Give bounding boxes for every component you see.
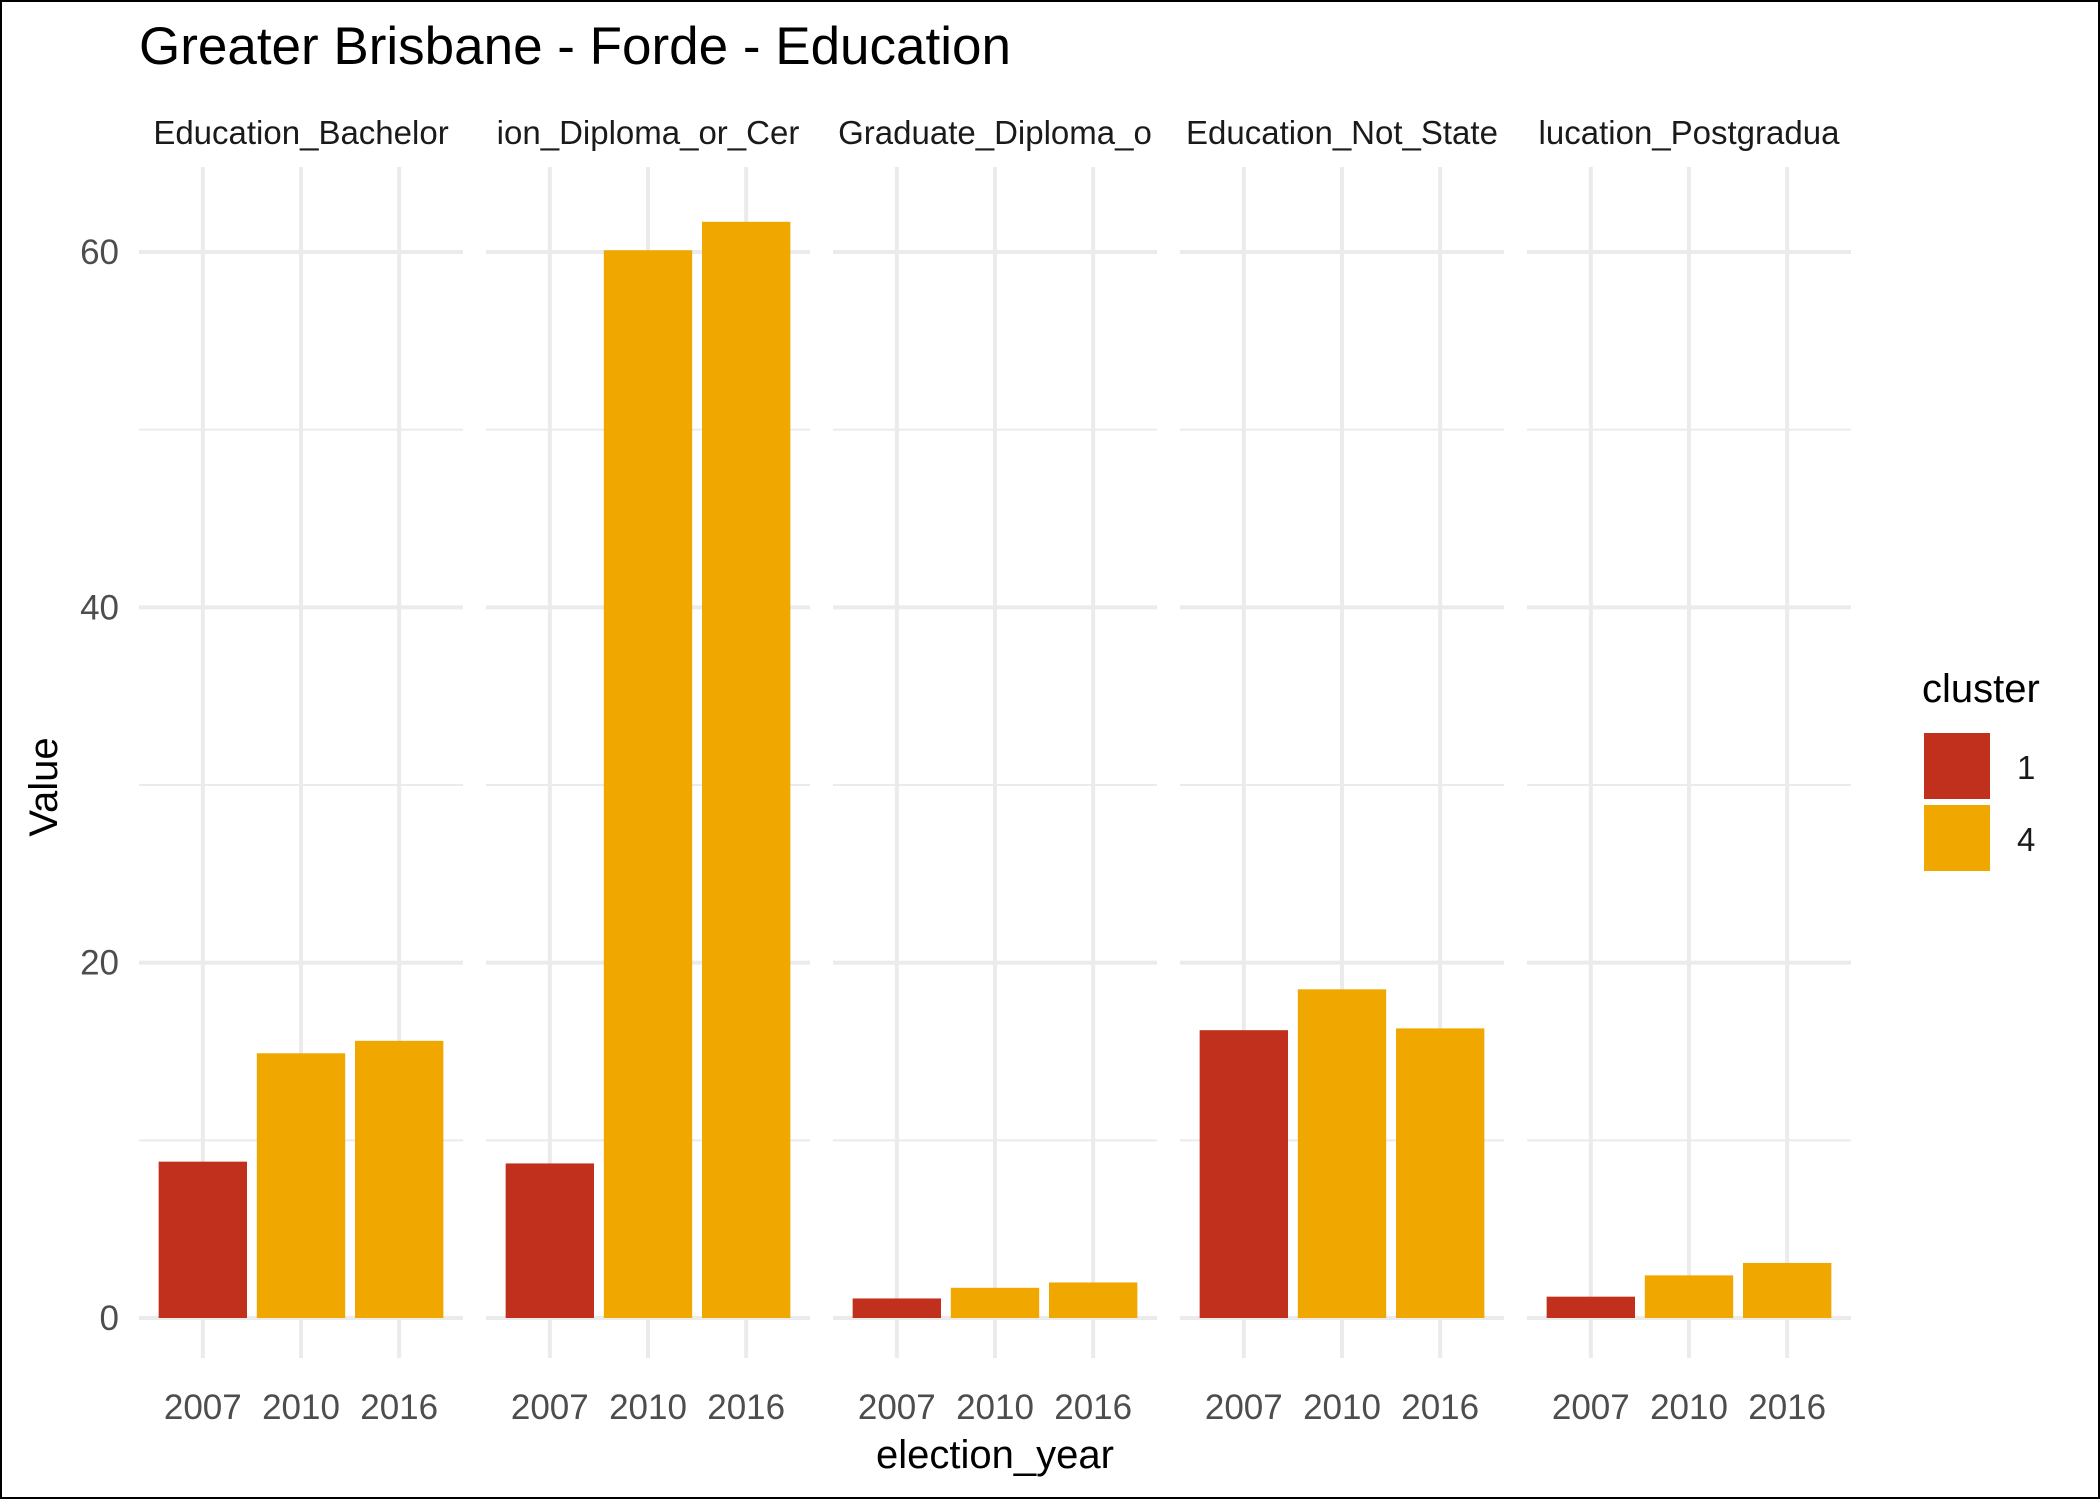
x-tick-label: 2016	[1748, 1388, 1826, 1427]
x-tick-label: 2007	[1205, 1388, 1283, 1427]
bar-3-2010	[950, 1287, 1040, 1318]
strip-label: Education_Bachelor	[153, 114, 448, 151]
y-tick-label: 0	[100, 1299, 119, 1338]
bar-3-2007	[852, 1298, 941, 1318]
chart-title: Greater Brisbane - Forde - Education	[139, 17, 1011, 76]
bar-4-2007	[1199, 1030, 1288, 1318]
x-tick-label: 2010	[956, 1388, 1034, 1427]
bar-2-2010	[603, 250, 693, 1318]
x-tick-label: 2007	[164, 1388, 242, 1427]
strip-label: Education_Not_State	[1186, 114, 1498, 151]
x-tick-label: 2016	[1054, 1388, 1132, 1427]
x-tick-label: 2007	[511, 1388, 589, 1427]
legend-label: 1	[2017, 749, 2035, 786]
x-tick-label: 2016	[360, 1388, 438, 1427]
bar-3-2016	[1049, 1282, 1138, 1318]
x-tick-label: 2010	[262, 1388, 340, 1427]
bar-1-2010	[256, 1053, 346, 1318]
bar-4-2010	[1297, 989, 1387, 1318]
y-axis-title: Value	[22, 737, 66, 836]
y-tick-label: 40	[80, 588, 119, 627]
x-tick-label: 2010	[1303, 1388, 1381, 1427]
bar-5-2016	[1743, 1262, 1832, 1318]
bar-2-2007	[505, 1163, 594, 1318]
strip-label: Graduate_Diploma_o	[838, 114, 1152, 151]
strip-label: ion_Diploma_or_Cer	[497, 114, 800, 151]
bar-4-2016	[1396, 1028, 1485, 1318]
x-tick-label: 2010	[1650, 1388, 1728, 1427]
bar-1-2007	[158, 1161, 247, 1318]
x-tick-label: 2016	[1401, 1388, 1479, 1427]
legend-key-4	[1924, 805, 1990, 871]
y-tick-label: 20	[80, 944, 119, 983]
bar-5-2007	[1546, 1296, 1635, 1318]
x-axis-title: election_year	[876, 1433, 1114, 1477]
x-tick-label: 2007	[858, 1388, 936, 1427]
x-tick-label: 2010	[609, 1388, 687, 1427]
bar-5-2010	[1644, 1275, 1734, 1318]
bar-2-2016	[702, 221, 791, 1319]
y-tick-label: 60	[80, 233, 119, 272]
bar-1-2016	[355, 1040, 444, 1318]
x-tick-label: 2007	[1552, 1388, 1630, 1427]
legend-label: 4	[2017, 821, 2035, 858]
x-tick-label: 2016	[707, 1388, 785, 1427]
legend-title: cluster	[1922, 667, 2040, 711]
strip-label: lucation_Postgradua	[1539, 114, 1841, 151]
legend-key-1	[1924, 733, 1990, 799]
